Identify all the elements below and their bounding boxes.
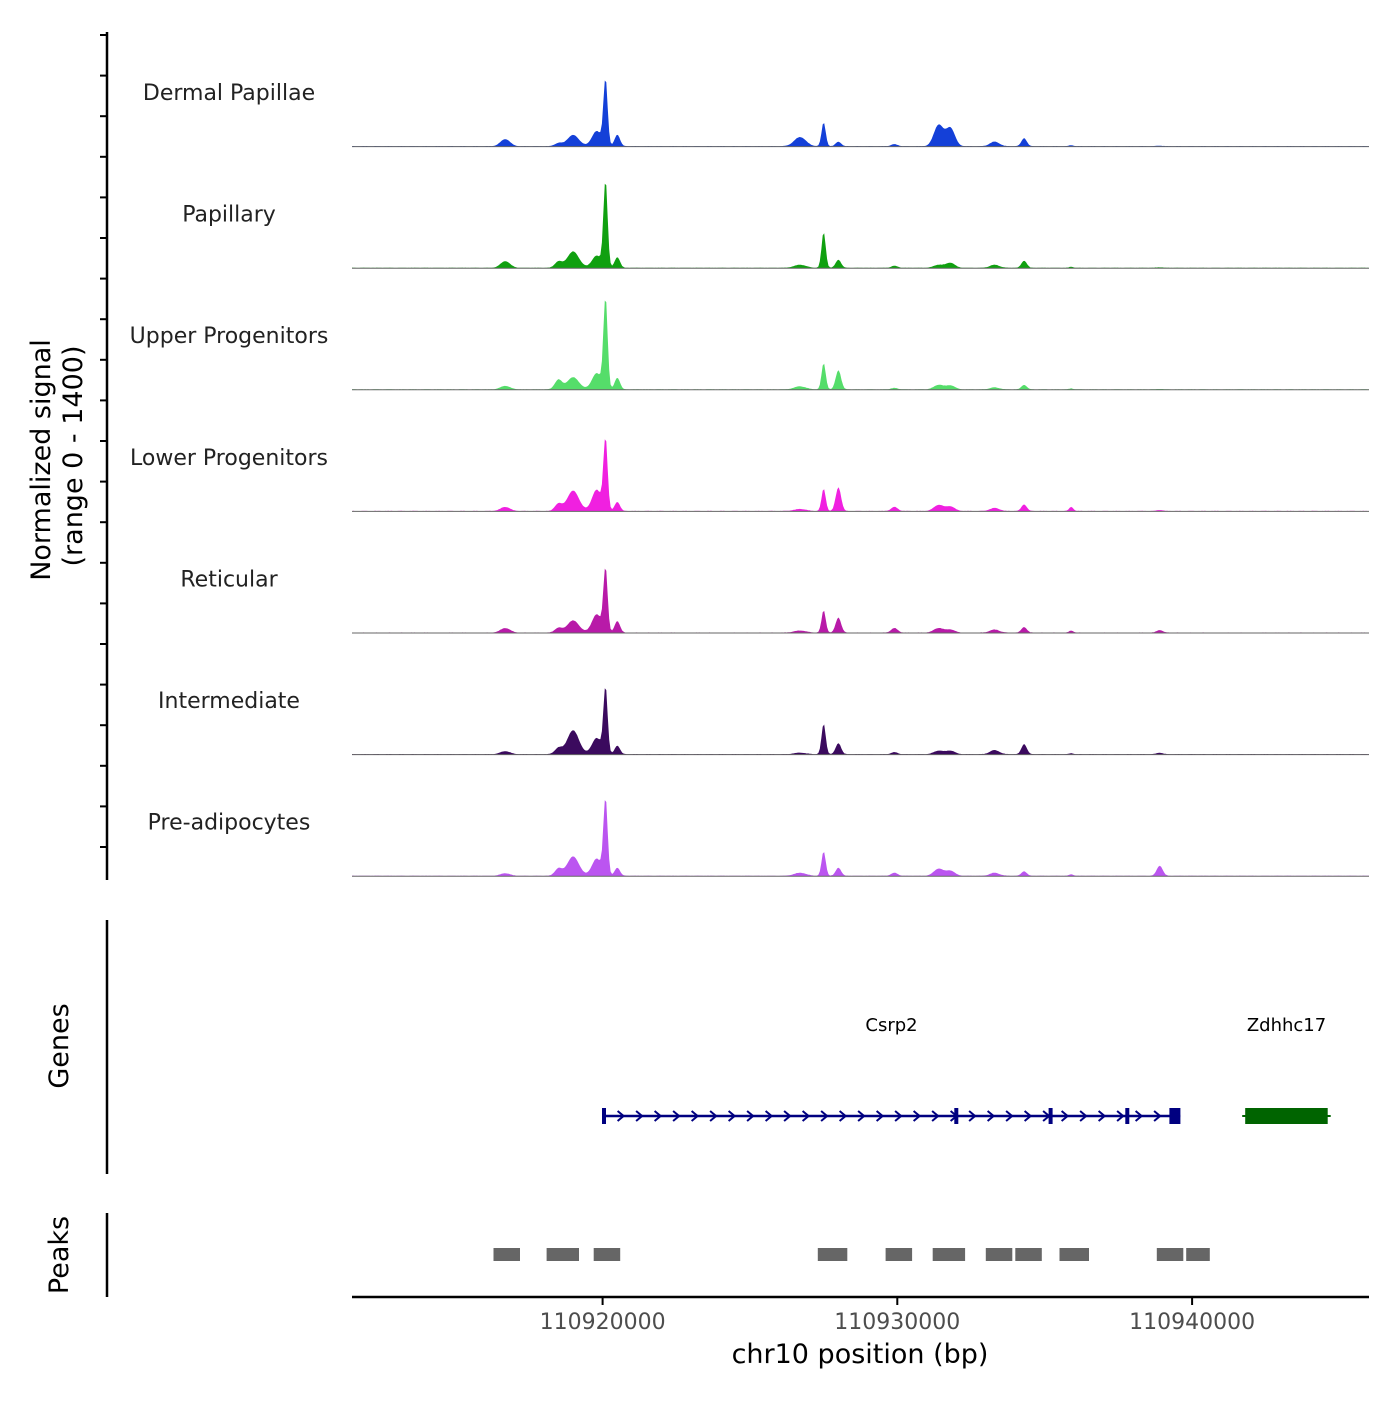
signal-track: Pre-adipocytes (148, 800, 1369, 877)
strand-arrow (1005, 1110, 1014, 1122)
track-label: Intermediate (158, 689, 300, 714)
strand-arrow (968, 1110, 977, 1122)
strand-arrow (783, 1110, 792, 1122)
signal-area (352, 183, 1369, 269)
strand-arrow (820, 1110, 829, 1122)
track-label: Upper Progenitors (130, 324, 329, 349)
strand-arrow (986, 1110, 996, 1122)
signal-y-axis-ticks (100, 34, 107, 848)
strand-arrow (616, 1110, 626, 1122)
strand-arrow (838, 1110, 848, 1122)
track-label: Reticular (180, 567, 278, 592)
x-axis-ticks: 110920000 110930000 110940000 (540, 1297, 1255, 1335)
peak (1059, 1248, 1089, 1261)
strand-arrow (1023, 1110, 1033, 1122)
track-label: Dermal Papillae (143, 81, 315, 106)
strand-arrow (1116, 1110, 1125, 1122)
exon (1169, 1108, 1181, 1124)
peak (885, 1248, 913, 1261)
signal-track: Upper Progenitors (130, 300, 1369, 391)
signal-tracks: Dermal Papillae Papillary Upper Progenitor… (130, 80, 1369, 877)
signal-track: Lower Progenitors (130, 439, 1369, 512)
peak (985, 1248, 1013, 1261)
y-axis-label: Normalized signal (26, 339, 57, 581)
peak (546, 1248, 579, 1261)
peak (1186, 1248, 1210, 1261)
signal-area (352, 300, 1369, 390)
strand-arrow (672, 1110, 681, 1122)
gene-model: Csrp2 (602, 1015, 1181, 1124)
strand-arrow (875, 1110, 885, 1122)
strand-arrow (1079, 1110, 1088, 1122)
peak (1156, 1248, 1184, 1261)
strand-arrow (1060, 1110, 1070, 1122)
signal-track: Reticular (180, 567, 1369, 634)
strand-arrow (653, 1110, 663, 1122)
strand-arrow (635, 1110, 644, 1122)
signal-area (352, 80, 1369, 147)
strand-arrow (690, 1110, 700, 1122)
exon (602, 1108, 606, 1124)
peak (932, 1248, 966, 1261)
strand-arrow (1153, 1110, 1162, 1122)
strand-arrow (709, 1110, 718, 1122)
signal-area (352, 688, 1369, 755)
strand-arrow (764, 1110, 774, 1122)
exon (1048, 1108, 1053, 1124)
exon (1125, 1108, 1130, 1124)
peak-track (493, 1248, 1210, 1261)
x-tick-label: 110930000 (834, 1310, 960, 1335)
track-label: Papillary (182, 203, 276, 228)
strand-arrow (857, 1110, 866, 1122)
y-axis-range-label: (range 0 - 1400) (58, 346, 89, 567)
strand-arrow (1134, 1110, 1144, 1122)
strand-arrow (894, 1110, 903, 1122)
signal-track: Papillary (182, 183, 1369, 269)
x-tick-label: 110940000 (1129, 1310, 1255, 1335)
x-axis-label: chr10 position (bp) (732, 1339, 989, 1370)
signal-track: Intermediate (158, 688, 1369, 756)
peak (817, 1248, 848, 1261)
signal-area (352, 800, 1369, 877)
peak (1015, 1248, 1042, 1261)
gene-model: Zdhhc17 (1242, 1015, 1331, 1124)
strand-arrow (1097, 1110, 1107, 1122)
signal-track: Dermal Papillae (143, 80, 1369, 148)
strand-arrow (931, 1110, 940, 1122)
exon (954, 1108, 959, 1124)
strand-arrow (727, 1110, 737, 1122)
strand-arrow (912, 1110, 922, 1122)
x-tick-label: 110920000 (540, 1310, 666, 1335)
track-label: Pre-adipocytes (148, 811, 311, 836)
strand-arrow (801, 1110, 811, 1122)
track-label: Lower Progenitors (130, 446, 328, 471)
genes-axis-label: Genes (44, 1003, 75, 1088)
peaks-axis-label: Peaks (44, 1216, 75, 1294)
strand-arrow (746, 1110, 755, 1122)
signal-area (352, 568, 1369, 633)
gene-label: Csrp2 (865, 1015, 917, 1036)
peak (493, 1248, 520, 1261)
gene-label: Zdhhc17 (1247, 1015, 1326, 1036)
signal-area (352, 439, 1369, 512)
gene-track: Csrp2 Zdhhc17 (602, 1015, 1331, 1124)
peak (593, 1248, 621, 1261)
